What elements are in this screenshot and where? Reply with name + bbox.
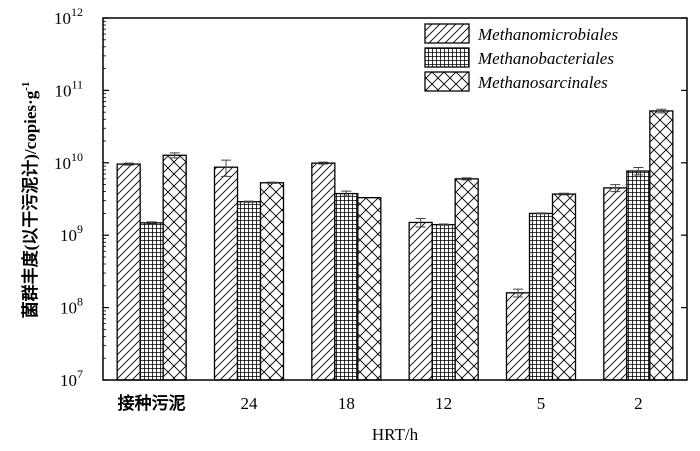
bar-crosshatch (454, 178, 479, 381)
error-bar (438, 223, 449, 226)
error-bar (656, 108, 667, 114)
bar-crosshatch (259, 182, 285, 381)
bar-diagonal (603, 187, 628, 381)
bar-crosshatch (649, 110, 674, 381)
bar-diagonal (311, 162, 336, 381)
bar-grid (334, 192, 359, 381)
bar-grid (431, 223, 456, 381)
bar-grid (236, 201, 262, 381)
legend-label: Methanosarcinales (477, 73, 608, 92)
error-bar (221, 159, 231, 177)
y-axis-label: 菌群丰度(以干污泥计)/copies·g-1 (20, 82, 40, 319)
x-tick-label: 2 (634, 394, 643, 413)
x-tick-label: 12 (435, 394, 452, 413)
error-bar (244, 200, 254, 203)
error-bar (610, 184, 621, 193)
legend: Methanomicrobiales Methanobacteriales Meth… (424, 23, 618, 92)
bar-crosshatch (162, 154, 187, 381)
bar-grid (528, 212, 554, 381)
y-tick-label: 1011 (54, 77, 83, 100)
error-bar (169, 152, 180, 159)
legend-swatch-grid (424, 47, 470, 68)
bar-diagonal (505, 292, 531, 381)
bar-crosshatch (551, 193, 577, 381)
y-tick-label: 107 (60, 367, 83, 390)
error-bar (461, 177, 472, 181)
x-axis-label: HRT/h (372, 425, 419, 444)
legend-swatch-diagonal (424, 23, 470, 44)
error-bar (633, 167, 644, 176)
x-tick-label: 5 (537, 394, 546, 413)
error-bar (341, 190, 352, 197)
bar-diagonal (408, 221, 433, 381)
bar-diagonal (116, 163, 141, 381)
error-bar (146, 221, 157, 225)
bar-grid (139, 222, 164, 381)
error-bar (123, 162, 134, 166)
y-tick-label: 1010 (54, 150, 83, 173)
bar-grid (626, 170, 651, 381)
y-tick-label: 108 (60, 295, 83, 318)
legend-swatch-crosshatch (424, 71, 470, 92)
x-tick-label: 18 (338, 394, 355, 413)
error-bar (513, 288, 523, 298)
y-tick-label: 109 (60, 222, 83, 245)
error-bar (415, 218, 426, 228)
x-tick-label: 接种污泥 (118, 393, 186, 413)
bar-crosshatch (357, 197, 382, 381)
error-bar (318, 161, 329, 165)
bar-diagonal (213, 166, 239, 381)
plot-frame (102, 17, 688, 381)
legend-label: Methanobacteriales (477, 49, 614, 68)
error-bar (267, 181, 277, 184)
error-bar (536, 212, 546, 215)
y-tick-label: 1012 (54, 5, 83, 28)
error-bar (559, 192, 569, 196)
x-tick-label: 24 (241, 394, 259, 413)
legend-label: Methanomicrobiales (477, 25, 618, 44)
